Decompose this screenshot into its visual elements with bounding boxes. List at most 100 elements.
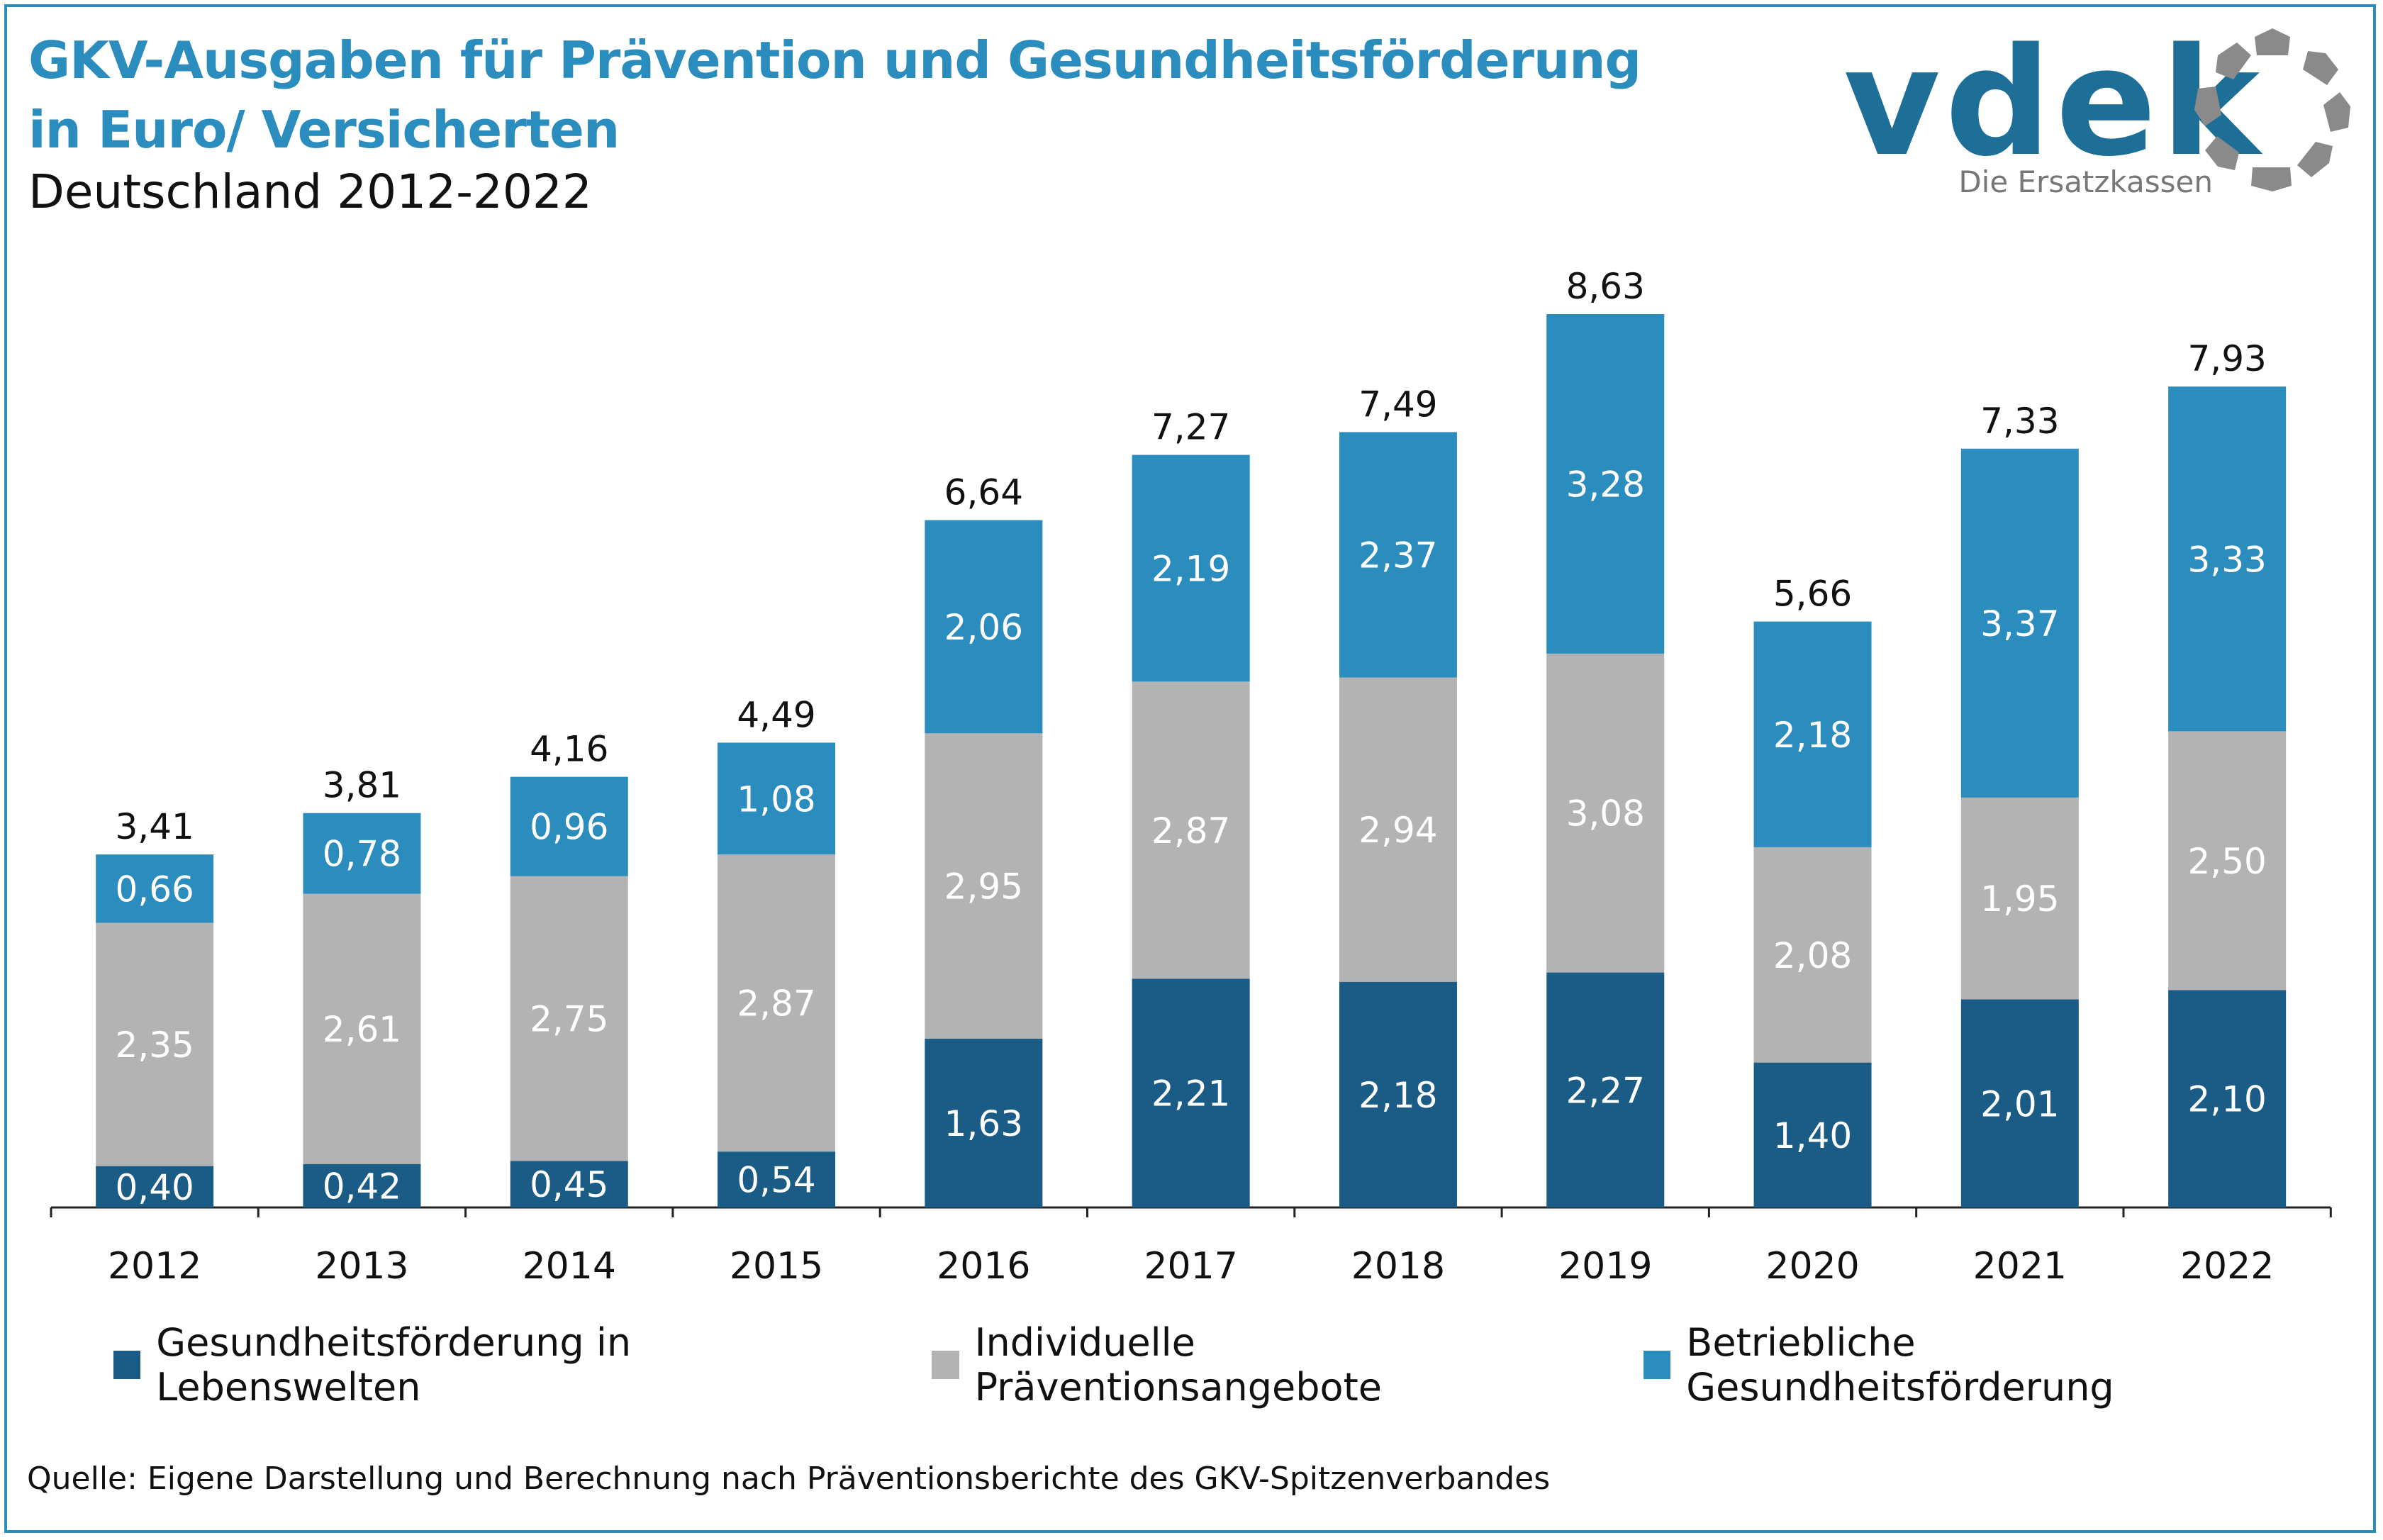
x-tick-label: 2020 [1765,1245,1859,1288]
bar-segment-label: 3,08 [1566,793,1645,835]
bar-segment-2 [1132,681,1250,979]
bar-segment-2 [1339,677,1457,982]
x-tick-label: 2013 [315,1245,408,1288]
bar-segment-3 [510,776,628,876]
x-tick-label: 2019 [1558,1245,1652,1288]
bar-segment-label: 1,95 [1980,878,2059,920]
vdek-logo-wordmark: vdek [1843,16,2265,189]
bar-segment-3 [925,520,1043,734]
bar-segment-label: 2,19 [1151,548,1230,589]
bar-segment-3 [1960,448,2079,798]
x-tick-label: 2018 [1351,1245,1445,1288]
chart-subtitle: Deutschland 2012-2022 [28,164,592,219]
bar-segment-label: 2,61 [323,1009,401,1050]
bar-segment-2 [925,733,1043,1039]
bar-segment-label: 3,28 [1566,464,1645,505]
bar-segment-2 [2168,731,2287,991]
bar-segment-label: 0,40 [115,1167,194,1208]
bar-segment-3 [718,742,836,855]
x-tick-label: 2014 [523,1245,616,1288]
bar-segment-label: 2,35 [115,1025,194,1066]
bar-segment-1 [2168,990,2287,1207]
bar-segment-label: 0,66 [115,869,194,910]
chart-legend: Gesundheitsförderung in Lebenswelten Ind… [113,1320,2383,1410]
bar-total-label: 4,16 [530,729,608,770]
bar-segment-label: 2,06 [944,607,1023,648]
bar-segment-label: 1,63 [944,1103,1023,1144]
bar-total-label: 7,33 [1980,401,2059,442]
bar-segment-label: 2,95 [944,866,1023,908]
bar-segment-2 [510,876,628,1161]
bar-total-label: 5,66 [1773,574,1852,615]
vdek-logo-ring-icon [2194,28,2350,191]
title-line-2: in Euro/ Versicherten [28,100,620,160]
bar-segment-3 [1753,621,1872,847]
bar-segment-2 [718,854,836,1152]
bar-segment-label: 2,21 [1151,1073,1230,1115]
bar-segment-3 [1132,454,1250,682]
bar-segment-label: 2,18 [1358,1075,1437,1116]
bar-total-label: 3,41 [115,806,194,847]
bar-segment-label: 0,42 [323,1166,401,1207]
source-note: Quelle: Eigene Darstellung und Berechnun… [27,1461,1551,1497]
legend-item-lebenswelten: Gesundheitsförderung in Lebenswelten [113,1320,875,1410]
bar-segment-label: 2,08 [1773,935,1852,976]
bar-segment-label: 0,54 [737,1160,815,1201]
bar-segment-1 [1339,981,1457,1207]
chart-frame [4,4,2376,1533]
x-tick-label: 2015 [730,1245,823,1288]
x-tick-label: 2017 [1144,1245,1237,1288]
bar-segment-label: 2,27 [1566,1070,1645,1111]
bar-total-label: 7,93 [2187,338,2266,379]
legend-label-lebenswelten: Gesundheitsförderung in Lebenswelten [156,1320,632,1410]
bar-segment-1 [1132,978,1250,1207]
vdek-logo-tagline: Die Ersatzkassen [1958,164,2213,199]
bar-total-label: 7,27 [1151,407,1230,448]
x-tick-label: 2016 [937,1245,1030,1288]
bar-segment-label: 2,01 [1980,1083,2059,1125]
bar-segment-3 [96,854,214,923]
bar-segment-2 [96,922,214,1166]
bar-segment-3 [2168,386,2287,732]
bar-total-label: 6,64 [944,472,1023,513]
bar-segment-1 [1753,1062,1872,1207]
bar-segment-1 [925,1039,1043,1207]
bar-segment-2 [1546,653,1665,973]
legend-item-individuelle: Individuelle Präventionsangebote [932,1320,1587,1410]
bar-segment-3 [1339,432,1457,678]
bar-total-label: 8,63 [1566,266,1645,307]
bar-segment-label: 3,37 [1980,603,2059,645]
title-line-1: GKV-Ausgaben für Prävention und Gesundhe… [28,30,1641,90]
bar-total-label: 7,49 [1358,384,1437,425]
legend-swatch-individuelle [932,1351,959,1379]
bar-segment-label: 3,33 [2187,539,2266,580]
bar-segment-label: 2,87 [1151,810,1230,852]
bar-segment-label: 2,87 [737,983,815,1025]
bar-segment-1 [510,1161,628,1207]
bar-segment-1 [96,1166,214,1207]
bar-total-label: 4,49 [737,694,815,735]
bar-segment-label: 2,18 [1773,715,1852,756]
bar-segment-label: 2,37 [1358,535,1437,576]
x-tick-label: 2022 [2180,1245,2274,1288]
bar-segment-2 [1753,847,1872,1063]
bar-segment-1 [718,1151,836,1207]
bar-segment-label: 2,94 [1358,810,1437,851]
bar-segment-label: 2,50 [2187,841,2266,882]
bar-segment-label: 0,78 [323,834,401,875]
chart-title: GKV-Ausgaben für Prävention und Gesundhe… [28,26,1641,164]
bar-total-label: 3,81 [323,765,401,806]
bar-segment-2 [303,893,421,1164]
bar-segment-label: 1,40 [1773,1115,1852,1156]
bar-segment-label: 2,75 [530,999,608,1040]
bar-segment-3 [1546,314,1665,654]
legend-swatch-lebenswelten [113,1351,141,1379]
bar-segment-1 [303,1164,421,1207]
bar-segment-2 [1960,797,2079,1000]
x-tick-label: 2012 [108,1245,201,1288]
bar-segment-label: 0,45 [530,1164,608,1205]
bar-segment-3 [303,813,421,894]
x-tick-label: 2021 [1973,1245,2067,1288]
legend-label-betriebliche: Betriebliche Gesundheitsförderung [1686,1320,2114,1410]
